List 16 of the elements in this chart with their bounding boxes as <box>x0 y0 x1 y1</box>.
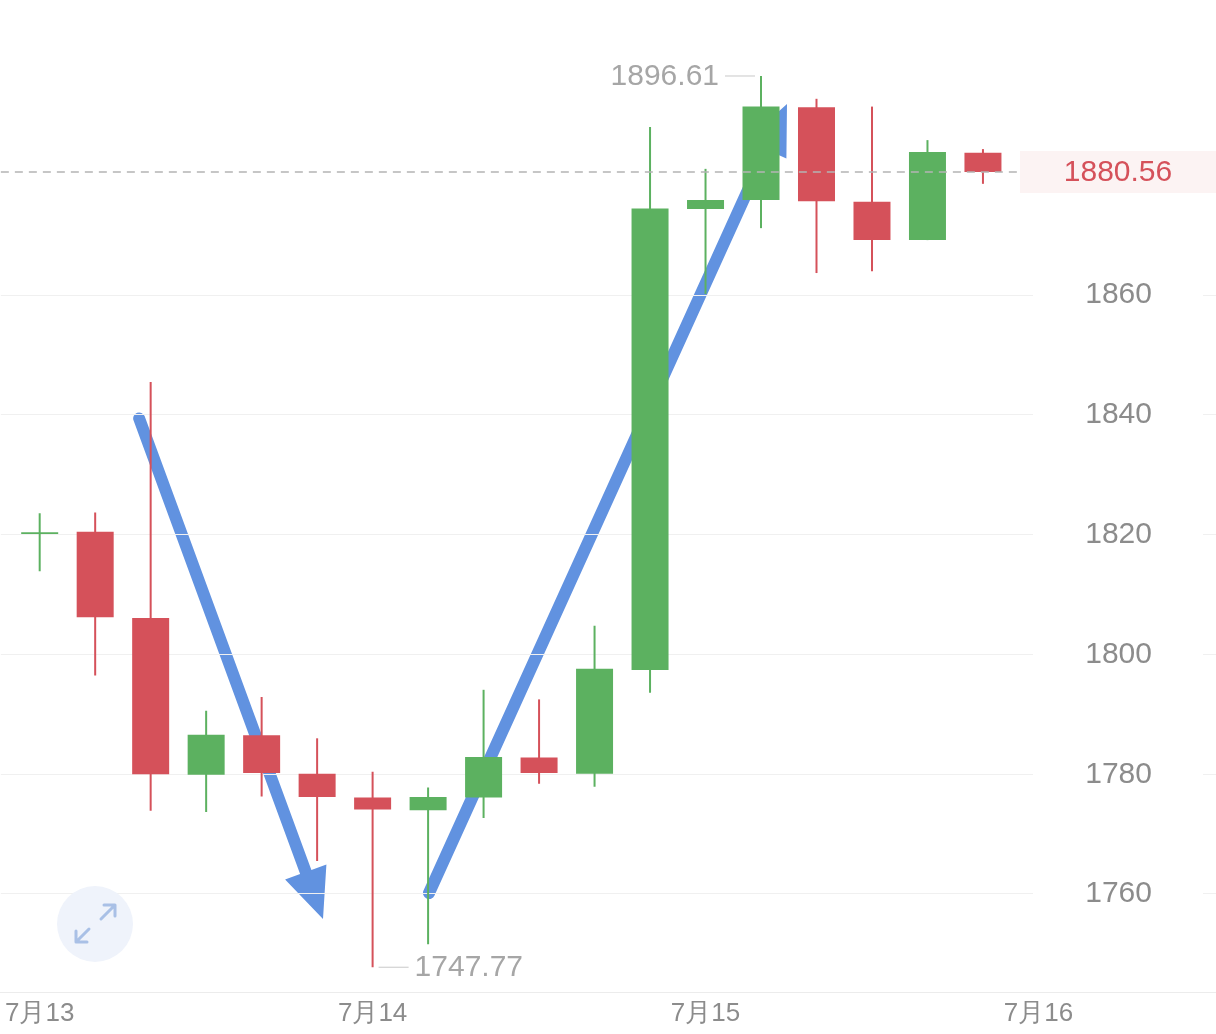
x-tick-label: 7月14 <box>337 996 408 1027</box>
y-tick-label: 1820 <box>1085 515 1152 549</box>
x-tick-label: 7月15 <box>670 996 741 1027</box>
candlestick <box>687 168 725 295</box>
candlestick <box>409 787 447 945</box>
annotation: 1896.61 <box>610 58 720 92</box>
ref-line-label: 1880.56 <box>1063 154 1173 188</box>
x-tick-label: 7月16 <box>1003 996 1074 1027</box>
y-tick-label: 1780 <box>1085 755 1152 789</box>
candlestick <box>21 513 59 572</box>
y-tick-label: 1760 <box>1085 875 1152 909</box>
y-tick-label: 1860 <box>1085 276 1152 310</box>
y-tick-label: 1840 <box>1085 396 1152 430</box>
annotation: 1747.77 <box>414 949 524 983</box>
y-tick-label: 1800 <box>1085 635 1152 669</box>
x-tick-label: 7月13 <box>4 996 75 1027</box>
